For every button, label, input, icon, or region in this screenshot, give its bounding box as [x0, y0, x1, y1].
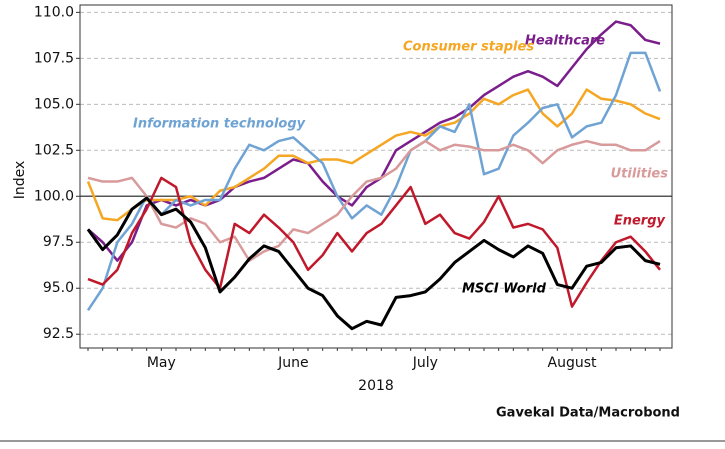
series-label: Utilities — [611, 167, 669, 182]
series-line — [86, 51, 662, 311]
y-tick-label: 97.5 — [43, 234, 74, 250]
y-tick-label: 100.0 — [34, 188, 74, 204]
series-label: MSCI World — [462, 282, 547, 297]
plot-frame — [79, 4, 673, 349]
x-tick-label: August — [548, 355, 598, 371]
series-label: Information technology — [133, 117, 306, 132]
series-label: Healthcare — [525, 34, 605, 49]
series-line — [86, 196, 661, 331]
y-tick-label: 110.0 — [34, 4, 74, 20]
y-tick-label: 92.5 — [43, 326, 74, 342]
series-line — [87, 139, 661, 262]
x-tick-label: July — [412, 355, 438, 371]
y-tick-label: 107.5 — [34, 50, 74, 66]
x-tick-label: June — [277, 355, 309, 371]
series-label: Energy — [614, 214, 666, 229]
source: Gavekal Data/Macrobond — [496, 406, 680, 421]
y-tick-label: 102.5 — [34, 142, 74, 158]
series-line — [87, 20, 661, 262]
x-axis-label: 2018 — [358, 378, 394, 394]
y-tick-label: 95.0 — [43, 280, 74, 296]
series-label: Consumer staples — [403, 40, 534, 55]
y-axis-label: Index — [12, 161, 28, 200]
y-tick-label: 105.0 — [34, 96, 74, 112]
x-tick-label: May — [147, 355, 176, 371]
